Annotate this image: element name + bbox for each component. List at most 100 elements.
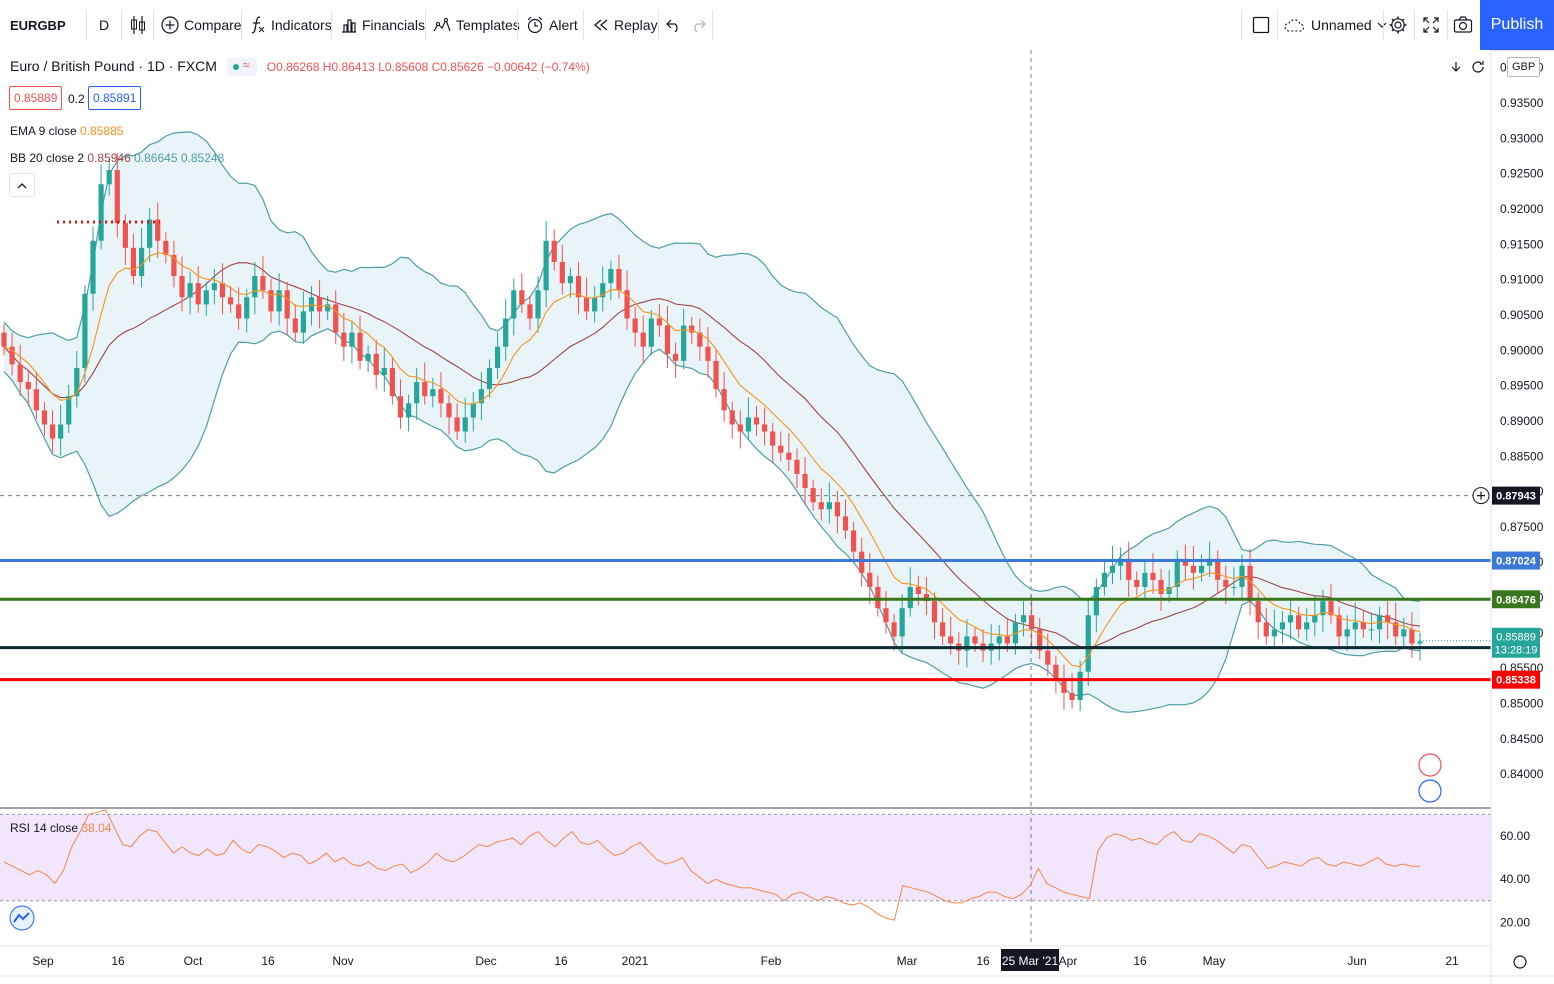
- candle-body: [1401, 629, 1407, 637]
- templates-label: Templates: [456, 17, 520, 33]
- bollinger-lower: [3, 328, 1421, 713]
- candle-body: [1093, 586, 1099, 616]
- bb-legend[interactable]: BB 20 close 2 0.85946 0.86645 0.85248: [10, 151, 224, 165]
- price-tick-label: 0.92000: [1500, 202, 1544, 216]
- time-tick-label: Feb: [761, 954, 782, 968]
- divider: [1383, 10, 1384, 40]
- time-tick-label: Oct: [184, 954, 203, 968]
- horizontal-levels[interactable]: [0, 559, 1491, 682]
- alert-button[interactable]: Alert: [526, 0, 578, 50]
- redo-button[interactable]: [690, 0, 706, 50]
- fullscreen-toggle[interactable]: [1252, 0, 1270, 50]
- ohlc-close: C0.85626: [431, 60, 484, 74]
- grid: [0, 813, 1491, 902]
- candle-body: [575, 276, 582, 298]
- candle-body: [195, 283, 201, 305]
- candle-body: [535, 290, 541, 319]
- candle-body: [915, 586, 921, 595]
- square-icon: [1252, 16, 1270, 34]
- templates-button[interactable]: Templates: [433, 0, 520, 50]
- undo-button[interactable]: [666, 0, 682, 50]
- candle-body: [842, 516, 849, 531]
- symbol-search[interactable]: EURGBP: [10, 0, 66, 50]
- market-status[interactable]: ≈: [226, 58, 257, 77]
- candle-body: [640, 332, 646, 347]
- redo-icon: [694, 19, 706, 32]
- candle-body: [25, 382, 31, 390]
- sell-price-box[interactable]: 0.85889: [9, 86, 63, 110]
- divider: [1277, 10, 1278, 40]
- candle-body: [1142, 572, 1148, 587]
- templates-icon: [433, 18, 451, 32]
- arrow-down-icon: [1451, 62, 1461, 72]
- candle-body: [1223, 579, 1229, 587]
- bollinger-basis: [3, 262, 1421, 648]
- logo-mark-icon: [13, 912, 30, 923]
- candle-body: [1304, 622, 1310, 630]
- rsi-line: [3, 809, 1420, 921]
- candle-body: [1174, 558, 1180, 587]
- level-tag-blue: [1492, 551, 1540, 570]
- expand-button[interactable]: [1422, 0, 1440, 50]
- time-tick-label: Dec: [475, 954, 496, 968]
- tradingview-logo: [9, 905, 35, 931]
- last-price-label: 0.85889: [1496, 632, 1536, 644]
- candle-body: [155, 219, 161, 241]
- candle-body: [1029, 615, 1035, 630]
- candle-body: [761, 424, 768, 432]
- chart-canvas[interactable]: 0.840000.845000.850000.855000.860000.865…: [0, 50, 1554, 984]
- currency-badge[interactable]: GBP: [1507, 57, 1541, 77]
- settings-corner[interactable]: [1513, 955, 1527, 969]
- snapshot-button[interactable]: [1453, 0, 1473, 50]
- chevron-down-icon: [1377, 22, 1387, 28]
- candle-body: [567, 276, 573, 284]
- publish-button[interactable]: Publish: [1480, 0, 1554, 50]
- candle-body: [1158, 579, 1164, 595]
- replay-button[interactable]: Replay: [593, 0, 658, 50]
- candle-body: [1118, 558, 1124, 566]
- candle-body: [964, 636, 970, 651]
- candle-body: [972, 636, 978, 644]
- candle-body: [1085, 615, 1091, 672]
- rsi-value: 38.04: [81, 821, 112, 835]
- scroll-down-button[interactable]: [1446, 57, 1466, 77]
- ema-legend[interactable]: EMA 9 close 0.85885: [10, 124, 123, 138]
- chart-style-button[interactable]: [130, 0, 146, 50]
- candle-body: [899, 608, 905, 637]
- financials-button[interactable]: Financials: [341, 0, 425, 50]
- indicators-button[interactable]: Indicators: [250, 0, 332, 50]
- bb-upper-value: 0.86645: [134, 151, 178, 165]
- time-tick-label: Nov: [332, 954, 353, 968]
- candle-body: [1134, 579, 1140, 587]
- compare-button[interactable]: Compare: [161, 0, 242, 50]
- time-crosshair-label: 25 Mar '21: [1002, 954, 1059, 968]
- candle-body: [236, 304, 242, 319]
- layout-name-button[interactable]: Unnamed: [1284, 0, 1387, 50]
- candle-body: [325, 304, 331, 312]
- interval-button[interactable]: D: [99, 0, 109, 50]
- candle-body: [632, 318, 638, 333]
- collapse-legend-button[interactable]: [9, 173, 35, 197]
- rsi-legend[interactable]: RSI 14 close 38.04: [10, 821, 111, 835]
- time-tick-label: 16: [554, 954, 568, 968]
- market-open-dot-icon: [232, 64, 239, 71]
- candle-body: [745, 417, 752, 432]
- candle-body: [713, 360, 719, 390]
- alert-badges[interactable]: [1418, 753, 1442, 803]
- indicators-label: Indicators: [271, 17, 332, 33]
- alert-badge-icon: [1418, 779, 1442, 803]
- candle-body: [810, 488, 816, 503]
- candle-body: [486, 367, 493, 390]
- refresh-button[interactable]: [1468, 57, 1488, 77]
- candle-body: [786, 452, 792, 460]
- candle-body: [891, 622, 897, 637]
- candle-body: [179, 276, 185, 298]
- settings-button[interactable]: [1388, 0, 1408, 50]
- rsi-axis[interactable]: 20.00 40.00 60.00: [1500, 829, 1530, 929]
- time-axis[interactable]: Sep 16 Oct 16 Nov Dec 16 2021 Feb Mar 16 25 Mar '21…: [32, 949, 1459, 971]
- buy-price-box[interactable]: 0.85891: [88, 86, 142, 110]
- candle-body: [1020, 615, 1027, 623]
- candle-body: [907, 586, 913, 609]
- divider: [583, 10, 584, 40]
- candle-body: [1069, 692, 1075, 701]
